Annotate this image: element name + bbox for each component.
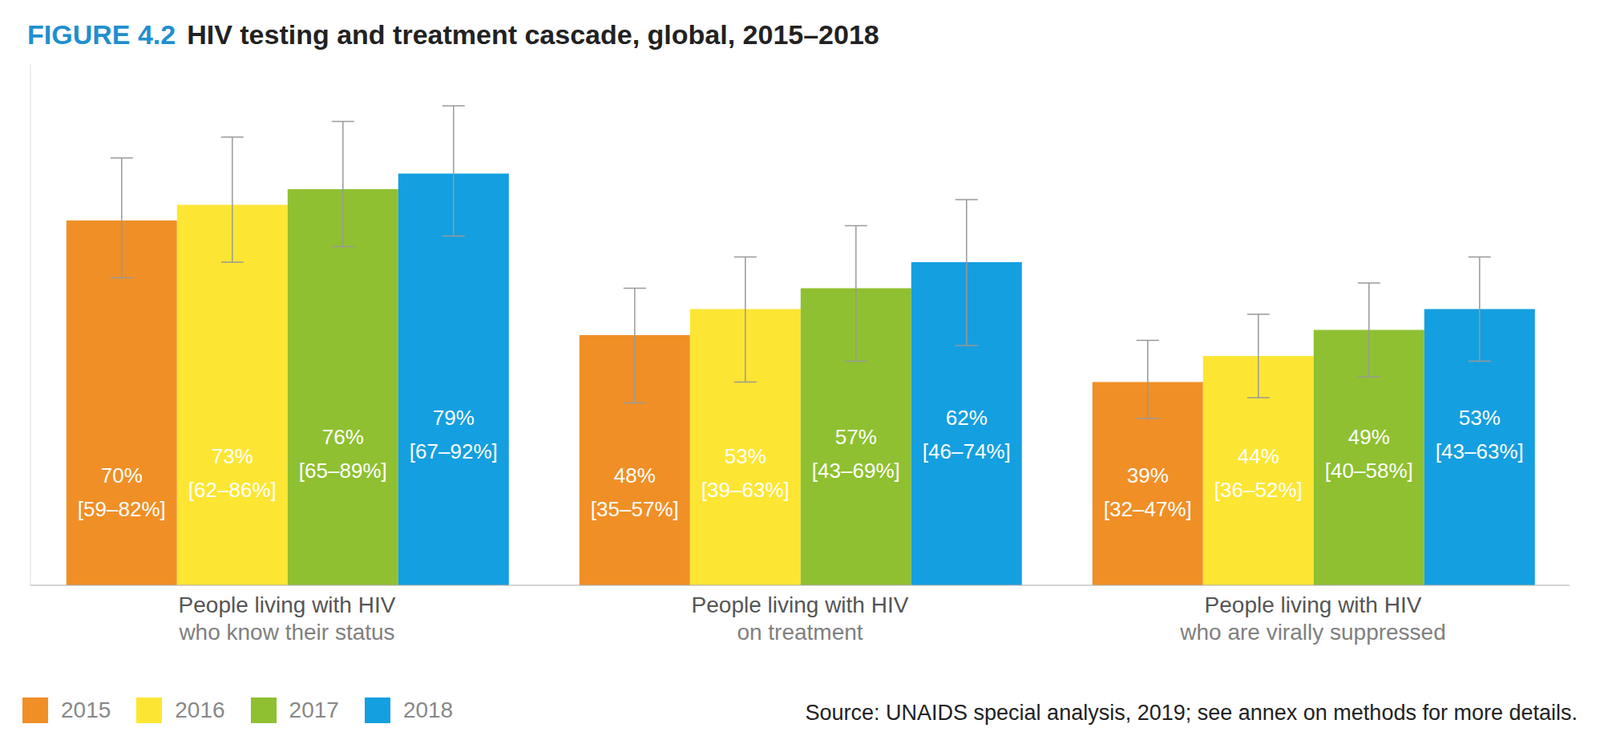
svg-text:39%: 39% <box>1127 463 1169 488</box>
svg-text:79%: 79% <box>432 405 475 430</box>
svg-text:48%: 48% <box>614 463 656 488</box>
html-text:FIGURE 4.2 HIV testing and tre: FIGURE 4.2 HIV testing and treatment cas… <box>27 19 880 50</box>
svg-text:People living with HIV: People living with HIV <box>691 592 910 618</box>
svg-text:on treatment: on treatment <box>736 619 863 645</box>
svg-text:[39–63%]: [39–63%] <box>701 477 790 502</box>
svg-text:44%: 44% <box>1237 444 1280 469</box>
svg-text:who know their status: who know their status <box>177 619 395 645</box>
svg-text:[67–92%]: [67–92%] <box>409 439 498 464</box>
svg-text:[32–47%]: [32–47%] <box>1103 496 1192 522</box>
html-text:Source: UNAIDS special analysi: Source: UNAIDS special analysis, 2019; s… <box>805 700 1578 725</box>
svg-text:53%: 53% <box>724 444 767 469</box>
svg-text:who are virally suppressed: who are virally suppressed <box>1179 619 1447 645</box>
html-text:2015: 2015 <box>60 697 111 723</box>
svg-text:49%: 49% <box>1348 424 1390 449</box>
svg-text:[46–74%]: [46–74%] <box>922 439 1011 464</box>
svg-text:73%: 73% <box>211 444 254 469</box>
svg-text:[59–82%]: [59–82%] <box>77 496 166 522</box>
svg-text:People living with HIV: People living with HIV <box>178 592 396 618</box>
svg-text:[40–58%]: [40–58%] <box>1325 458 1414 483</box>
svg-text:People living with HIV: People living with HIV <box>1204 592 1423 618</box>
svg-text:[43–63%]: [43–63%] <box>1435 439 1524 464</box>
html-text:2016: 2016 <box>174 697 225 723</box>
svg-text:62%: 62% <box>945 405 988 430</box>
html-text:2018: 2018 <box>403 697 454 723</box>
svg-text:[62–86%]: [62–86%] <box>188 477 277 502</box>
svg-text:70%: 70% <box>101 463 143 488</box>
svg-text:57%: 57% <box>835 424 877 449</box>
svg-text:[36–52%]: [36–52%] <box>1214 477 1303 502</box>
svg-text:[35–57%]: [35–57%] <box>590 496 679 522</box>
svg-text:[65–89%]: [65–89%] <box>298 458 388 483</box>
svg-text:76%: 76% <box>322 424 364 449</box>
svg-text:[43–69%]: [43–69%] <box>812 458 901 483</box>
html-text:2017: 2017 <box>289 697 339 723</box>
svg-text:53%: 53% <box>1458 405 1501 430</box>
